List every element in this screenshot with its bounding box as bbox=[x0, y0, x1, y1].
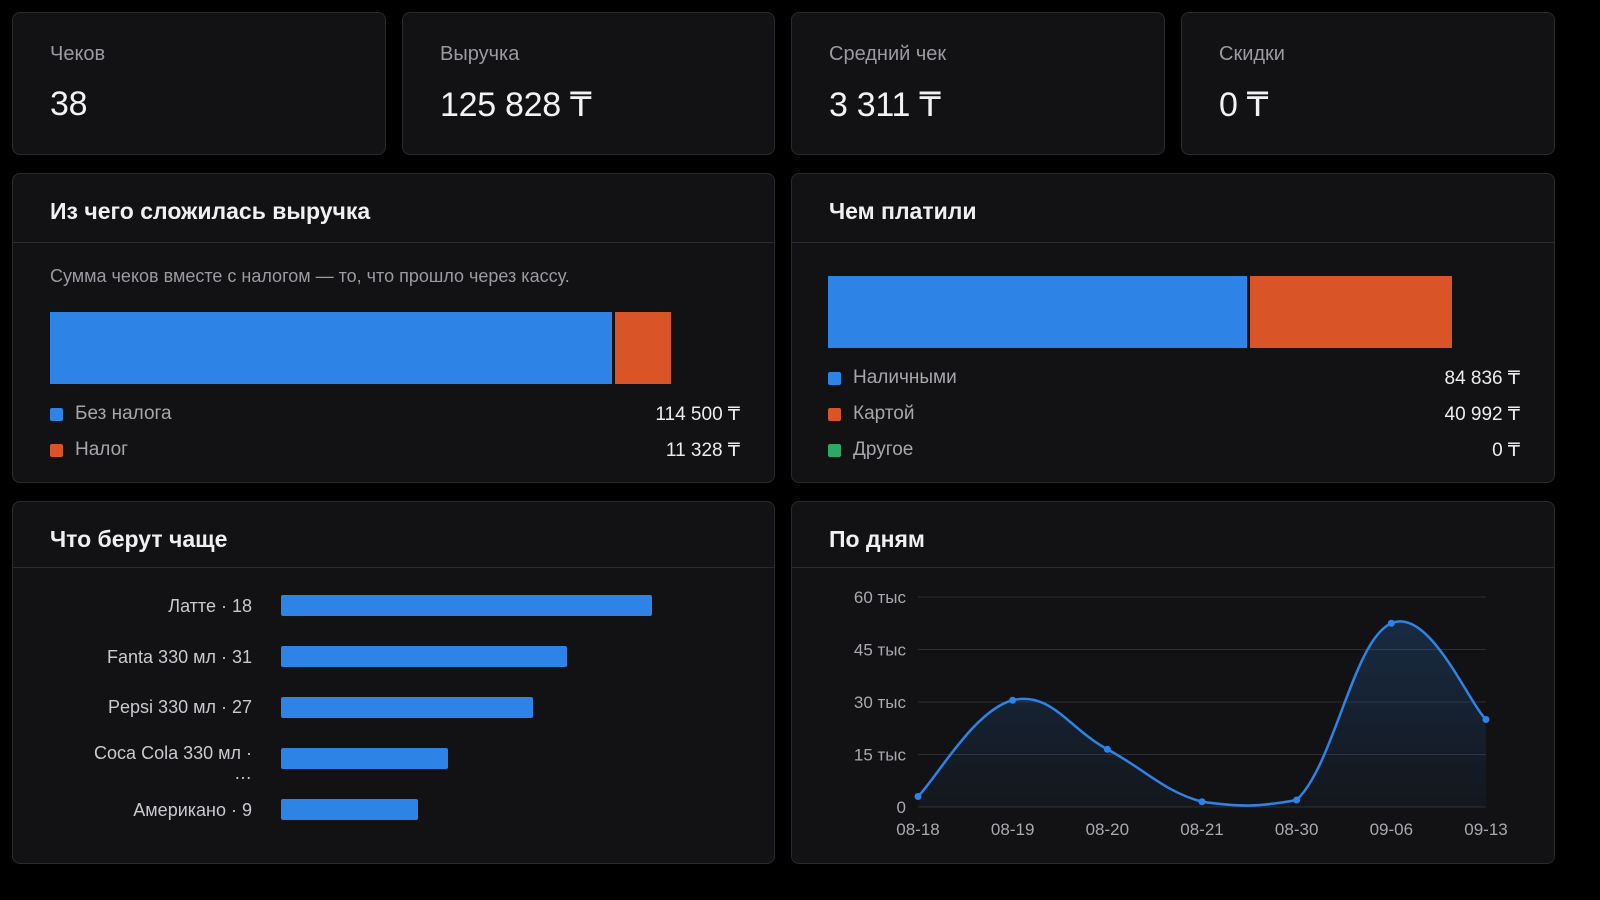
x-tick-label: 09-13 bbox=[1464, 820, 1507, 839]
x-tick-label: 08-21 bbox=[1180, 820, 1223, 839]
divider bbox=[792, 242, 1554, 243]
data-point bbox=[1293, 796, 1301, 804]
divider bbox=[13, 567, 774, 568]
legend-value: 84 836 ₸ bbox=[1444, 368, 1520, 389]
legend-row-net: Без налога 114 500 ₸ bbox=[50, 402, 740, 426]
stat-value: 125 828 ₸ bbox=[440, 86, 592, 124]
revenue-note: Сумма чеков вместе с налогом — то, что п… bbox=[50, 266, 570, 286]
legend-value: 114 500 ₸ bbox=[655, 404, 740, 425]
legend-row-cash: Наличными 84 836 ₸ bbox=[828, 366, 1520, 390]
item-bar bbox=[281, 697, 534, 718]
data-point bbox=[1482, 716, 1490, 723]
item-label: Fanta 330 мл · 31 bbox=[107, 647, 252, 667]
legend-value: 11 328 ₸ bbox=[665, 440, 740, 461]
legend-swatch bbox=[828, 372, 841, 385]
legend-label: Наличными bbox=[853, 367, 957, 388]
panel-title: Чем платили bbox=[829, 198, 977, 224]
x-tick-label: 08-20 bbox=[1086, 820, 1129, 839]
divider bbox=[792, 567, 1554, 568]
series-area bbox=[918, 621, 1486, 807]
stat-card-discounts: Скидки 0 ₸ bbox=[1181, 12, 1555, 155]
daily-chart-panel: По дням 0 15 тыс 30 тыс 45 тыс 60 тыс 08-18 08… bbox=[791, 501, 1555, 864]
stat-value: 0 ₸ bbox=[1219, 86, 1269, 124]
legend-swatch bbox=[828, 408, 841, 421]
item-bar bbox=[281, 748, 448, 769]
data-point bbox=[914, 793, 922, 800]
x-tick-label: 08-30 bbox=[1275, 820, 1318, 839]
x-tick-label: 08-19 bbox=[991, 820, 1034, 839]
y-tick-label: 60 тыс bbox=[854, 588, 907, 607]
panel-title: Что берут чаще bbox=[50, 526, 228, 552]
legend-row-tax: Налог 11 328 ₸ bbox=[50, 438, 740, 462]
legend-row-other: Другое 0 ₸ bbox=[828, 438, 1520, 462]
legend-label: Другое bbox=[853, 439, 914, 460]
y-tick-label: 45 тыс bbox=[854, 641, 907, 660]
legend-value: 40 992 ₸ bbox=[1444, 404, 1520, 425]
payments-stacked-bar bbox=[828, 276, 1452, 348]
legend-label: Налог bbox=[75, 439, 129, 460]
daily-area-chart: 0 15 тыс 30 тыс 45 тыс 60 тыс 08-18 08-19 08-20… bbox=[854, 588, 1508, 839]
data-point bbox=[1009, 696, 1017, 704]
stat-card-average-check: Средний чек 3 311 ₸ bbox=[791, 12, 1165, 155]
revenue-panel: Из чего сложилась выручка Сумма чеков вм… bbox=[12, 173, 775, 483]
x-tick-label: 09-06 bbox=[1370, 820, 1413, 839]
item-label: Pepsi 330 мл · 27 bbox=[108, 697, 252, 717]
data-point bbox=[1198, 798, 1206, 806]
legend-value: 0 ₸ bbox=[1492, 440, 1520, 461]
item-label: Coca Cola 330 мл · … bbox=[94, 743, 252, 783]
data-point bbox=[1387, 619, 1395, 627]
stat-label: Выручка bbox=[440, 43, 520, 65]
y-tick-label: 0 bbox=[897, 798, 906, 817]
panel-title: По дням bbox=[829, 526, 925, 552]
popular-items-panel: Что берут чаще Латте · 18 Fanta 330 мл ·… bbox=[12, 501, 775, 864]
stat-label: Чеков bbox=[50, 43, 106, 65]
data-point bbox=[1103, 745, 1111, 753]
x-tick-label: 08-18 bbox=[896, 820, 939, 839]
legend-row-card: Картой 40 992 ₸ bbox=[828, 402, 1520, 426]
stat-value: 38 bbox=[50, 85, 88, 123]
stat-card-receipts: Чеков 38 bbox=[12, 12, 386, 155]
item-bar bbox=[281, 595, 652, 616]
stat-card-revenue: Выручка 125 828 ₸ bbox=[402, 12, 775, 155]
revenue-segment-tax bbox=[615, 312, 671, 384]
legend-swatch bbox=[50, 408, 63, 421]
revenue-segment-net bbox=[50, 312, 613, 384]
panel-title: Из чего сложилась выручка bbox=[50, 198, 371, 224]
stat-label: Скидки bbox=[1219, 43, 1285, 65]
stat-value: 3 311 ₸ bbox=[829, 86, 941, 124]
payment-segment-cash bbox=[828, 276, 1247, 348]
legend-label: Картой bbox=[853, 403, 915, 424]
divider bbox=[13, 242, 774, 243]
legend-swatch bbox=[828, 444, 841, 457]
stat-label: Средний чек bbox=[829, 43, 947, 65]
item-bar bbox=[281, 799, 419, 820]
legend-label: Без налога bbox=[75, 403, 172, 424]
revenue-stacked-bar bbox=[50, 312, 671, 384]
legend-swatch bbox=[50, 444, 63, 457]
item-label: Американо · 9 bbox=[133, 800, 252, 820]
item-label: Латте · 18 bbox=[168, 596, 252, 616]
payment-segment-card bbox=[1249, 276, 1452, 348]
y-tick-label: 30 тыс bbox=[854, 693, 907, 712]
y-tick-label: 15 тыс bbox=[854, 746, 907, 765]
item-bar bbox=[281, 646, 567, 667]
payments-panel: Чем платили Наличными 84 836 ₸ Картой 40… bbox=[791, 173, 1555, 483]
